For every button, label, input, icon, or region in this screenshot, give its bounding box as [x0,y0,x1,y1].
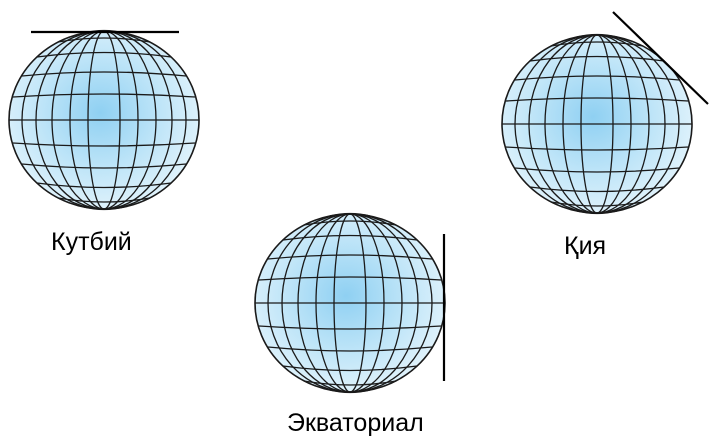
oblique-tangent-plane [612,11,709,105]
polar-label: Кутбий [51,228,132,256]
equatorial-label: Экваториал [287,409,424,437]
oblique-label: Қия [564,232,607,260]
polar-globe [8,29,200,211]
equatorial-globe [254,212,446,394]
